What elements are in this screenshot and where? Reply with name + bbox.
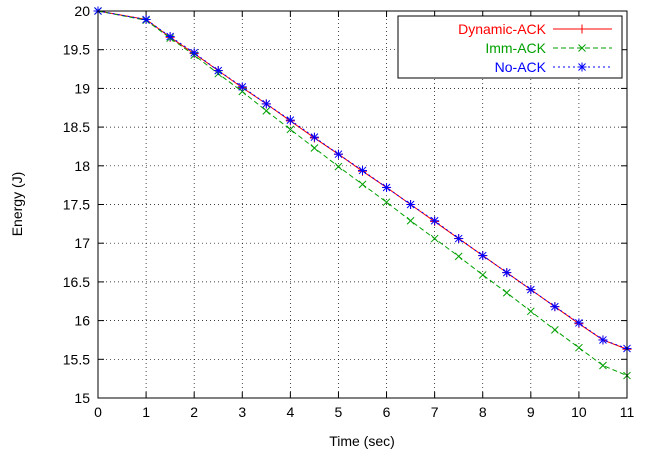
- x-tick-label: 3: [238, 404, 246, 420]
- data-point-no-ack: [189, 48, 199, 58]
- legend-marker-no-ack: [577, 62, 587, 72]
- series-line-dynamic-ack: [97, 10, 628, 350]
- x-tick-label: 8: [479, 404, 487, 420]
- plot-frame: [97, 10, 628, 399]
- y-axis-label: Energy (J): [9, 172, 25, 237]
- data-point-no-ack: [598, 335, 608, 345]
- data-point-imm-ack: [358, 180, 367, 189]
- y-tick-label: 20: [74, 3, 90, 19]
- legend-marker-dynamic-ack: [577, 24, 587, 34]
- data-point-imm-ack: [526, 307, 535, 316]
- x-tick-label: 10: [571, 404, 587, 420]
- x-tick-label: 9: [527, 404, 535, 420]
- y-tick-label: 15: [74, 390, 90, 406]
- data-point-imm-ack: [286, 125, 295, 134]
- x-axis-label: Time (sec): [329, 433, 395, 449]
- y-tick-label: 18: [74, 158, 90, 174]
- data-point-imm-ack: [310, 144, 319, 152]
- axis-ticks: 0 1 2 3 4 5 6 7 8 9 10 11 15 15.5 16 16.5 17 17.5 18 18.5 19…: [63, 3, 635, 420]
- y-tick-label: 15.5: [63, 351, 90, 367]
- x-tick-label: 11: [620, 404, 635, 420]
- data-point-no-ack: [478, 251, 488, 261]
- x-tick-label: 1: [142, 404, 150, 420]
- data-point-no-ack: [430, 216, 440, 226]
- data-point-imm-ack: [334, 162, 343, 171]
- data-point-no-ack: [333, 149, 343, 159]
- data-point-no-ack: [382, 182, 392, 192]
- legend-label-imm-ack: Imm-ACK: [485, 40, 546, 56]
- y-tick-label: 19: [74, 80, 90, 96]
- y-tick-label: 19.5: [63, 42, 90, 58]
- y-tick-label: 17.5: [63, 197, 90, 213]
- data-point-no-ack: [358, 165, 367, 175]
- data-point-imm-ack: [454, 252, 463, 261]
- data-point-no-ack: [165, 32, 175, 42]
- y-tick-label: 17: [74, 235, 90, 251]
- legend-box: [397, 15, 623, 79]
- y-tick-label: 18.5: [63, 119, 90, 135]
- data-point-no-ack: [502, 268, 512, 278]
- data-point-no-ack: [285, 115, 295, 125]
- data-point-no-ack: [574, 318, 584, 328]
- x-tick-label: 6: [383, 404, 391, 420]
- data-point-no-ack: [309, 132, 319, 142]
- data-point-imm-ack: [262, 106, 271, 115]
- y-tick-label: 16: [74, 313, 90, 329]
- data-point-imm-ack: [599, 361, 607, 370]
- series-line-imm-ack: [97, 10, 628, 377]
- data-point-imm-ack: [575, 343, 583, 352]
- legend-label-dynamic-ack: Dynamic-ACK: [458, 21, 547, 37]
- x-tick-label: 4: [286, 404, 294, 420]
- data-point-imm-ack: [502, 288, 511, 297]
- data-point-no-ack: [406, 200, 416, 209]
- legend: Dynamic-ACK Imm-ACK No-ACK: [397, 15, 623, 79]
- legend-marker-imm-ack: [578, 44, 586, 52]
- x-tick-label: 7: [431, 404, 439, 420]
- data-point-imm-ack: [382, 198, 391, 207]
- data-point-no-ack: [454, 234, 464, 244]
- x-tick-label: 2: [190, 404, 198, 420]
- data-point-no-ack: [237, 82, 247, 92]
- x-tick-label: 0: [94, 404, 102, 420]
- data-point-imm-ack: [406, 216, 415, 225]
- data-point-imm-ack: [430, 234, 439, 243]
- y-tick-label: 16.5: [63, 274, 90, 290]
- data-point-no-ack: [550, 302, 560, 312]
- data-point-no-ack: [141, 15, 151, 25]
- data-point-imm-ack: [551, 326, 559, 334]
- x-tick-label: 5: [335, 404, 343, 420]
- legend-label-no-ack: No-ACK: [495, 59, 547, 75]
- data-point-no-ack: [261, 99, 271, 109]
- data-point-imm-ack: [478, 271, 487, 279]
- data-point-no-ack: [526, 285, 536, 295]
- data-point-no-ack: [213, 66, 223, 76]
